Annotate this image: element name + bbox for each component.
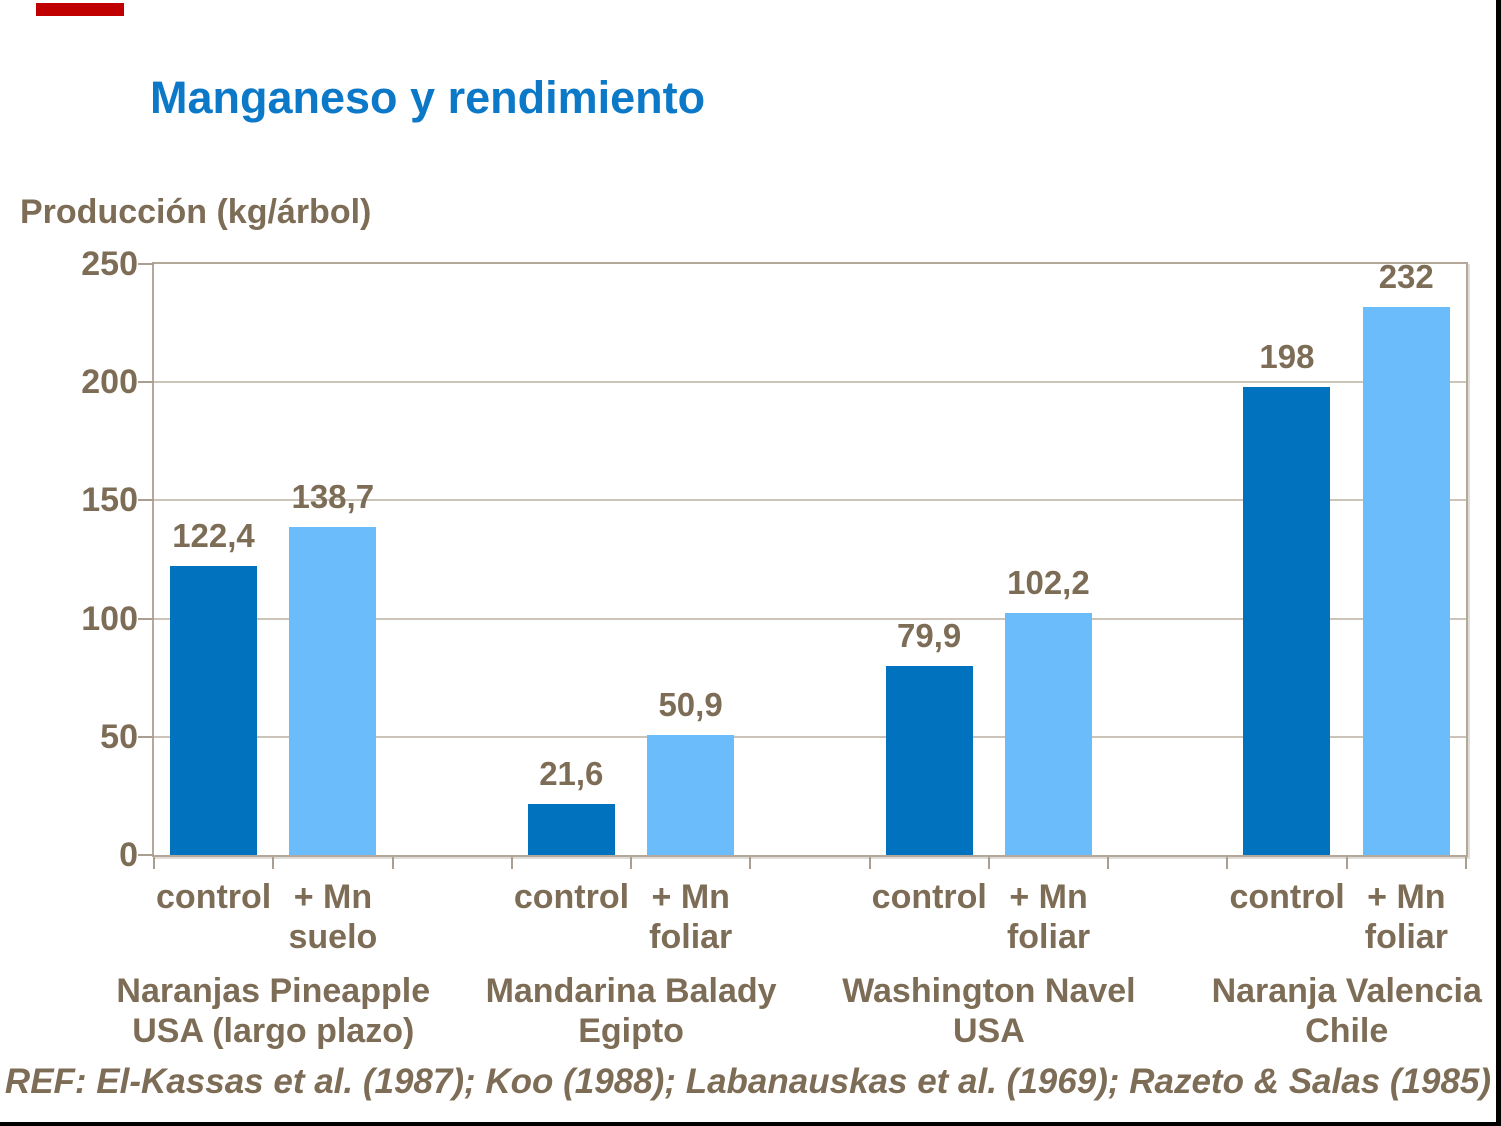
x-tick-label: control: [156, 878, 272, 916]
group-label: Egipto: [578, 1012, 684, 1050]
x-tick-label: control: [871, 878, 987, 916]
chart-title: Manganeso y rendimiento: [150, 72, 706, 123]
x-tick-mark-8: [1107, 857, 1110, 869]
gridline-50: [154, 735, 1466, 738]
x-tick-mark-11: [1465, 857, 1467, 869]
gridline-200: [154, 381, 1466, 384]
x-tick-mark-6: [868, 857, 871, 869]
bar-control-group1: [170, 565, 257, 855]
x-tick-mark-1: [272, 857, 275, 869]
bar-value-label: 122,4: [172, 516, 255, 554]
x-tick-label: + Mn: [293, 878, 373, 916]
x-tick-mark-9: [1226, 857, 1229, 869]
x-tick-mark-5: [749, 857, 752, 869]
x-tick-label: suelo: [288, 918, 378, 956]
y-tick-label-250: 250: [81, 245, 138, 283]
group-label: Washington Navel: [842, 972, 1136, 1010]
bar-value-label: 79,9: [897, 617, 962, 655]
y-tick-label-0: 0: [119, 836, 138, 874]
y-axis-title: Producción (kg/árbol): [20, 193, 372, 231]
y-tick-mark-0: [138, 854, 154, 856]
gridline-150: [154, 499, 1466, 502]
y-tick-mark-50: [138, 735, 154, 738]
x-tick-label: + Mn: [1367, 878, 1446, 916]
x-tick-label: control: [1229, 878, 1345, 916]
bar-value-label: 102,2: [1007, 564, 1090, 602]
bar-treatment-group3: [1004, 613, 1092, 855]
x-tick-mark-2: [391, 857, 394, 869]
red-marker: [36, 3, 124, 16]
x-tick-label: foliar: [1364, 918, 1448, 956]
x-tick-label: foliar: [1006, 918, 1091, 956]
x-tick-mark-4: [630, 857, 633, 869]
gridline-100: [154, 617, 1466, 620]
group-label: Mandarina Balady: [485, 972, 777, 1010]
y-tick-label-50: 50: [100, 717, 138, 756]
bar-treatment-group2: [647, 734, 735, 855]
x-tick-mark-10: [1345, 857, 1348, 869]
bar-control-group3: [885, 666, 973, 855]
plot-area: [152, 262, 1468, 857]
group-label: USA (largo plazo): [132, 1012, 415, 1050]
bar-value-label: 21,6: [539, 754, 604, 792]
y-tick-label-150: 150: [81, 481, 138, 520]
y-tick-label-100: 100: [81, 599, 138, 638]
bar-treatment-group1: [289, 527, 377, 855]
bar-treatment-group4: [1362, 306, 1450, 855]
group-label: Chile: [1305, 1012, 1389, 1050]
bar-value-label: 232: [1378, 257, 1434, 295]
x-tick-mark-7: [987, 857, 990, 869]
bar-value-label: 50,9: [658, 685, 723, 723]
bar-control-group2: [527, 803, 615, 855]
y-tick-mark-250: [138, 263, 154, 265]
x-tick-label: control: [513, 878, 630, 916]
footnote-ref: REF: El-Kassas et al. (1987); Koo (1988)…: [4, 1062, 1492, 1101]
x-tick-label: + Mn: [1009, 878, 1088, 916]
bar-value-label: 198: [1259, 337, 1315, 375]
group-label: Naranja Valencia: [1211, 972, 1482, 1010]
x-tick-label: foliar: [649, 918, 733, 956]
y-tick-mark-200: [138, 381, 154, 384]
y-tick-mark-150: [138, 499, 154, 502]
group-label: Naranjas Pineapple: [116, 972, 431, 1010]
bar-control-group4: [1243, 386, 1331, 855]
x-tick-mark-0: [153, 857, 155, 869]
bar-value-label: 138,7: [291, 478, 375, 516]
y-tick-label-200: 200: [81, 363, 138, 402]
y-tick-mark-100: [138, 617, 154, 620]
x-tick-mark-3: [510, 857, 513, 869]
x-tick-label: + Mn: [651, 878, 730, 916]
group-label: USA: [953, 1012, 1025, 1050]
